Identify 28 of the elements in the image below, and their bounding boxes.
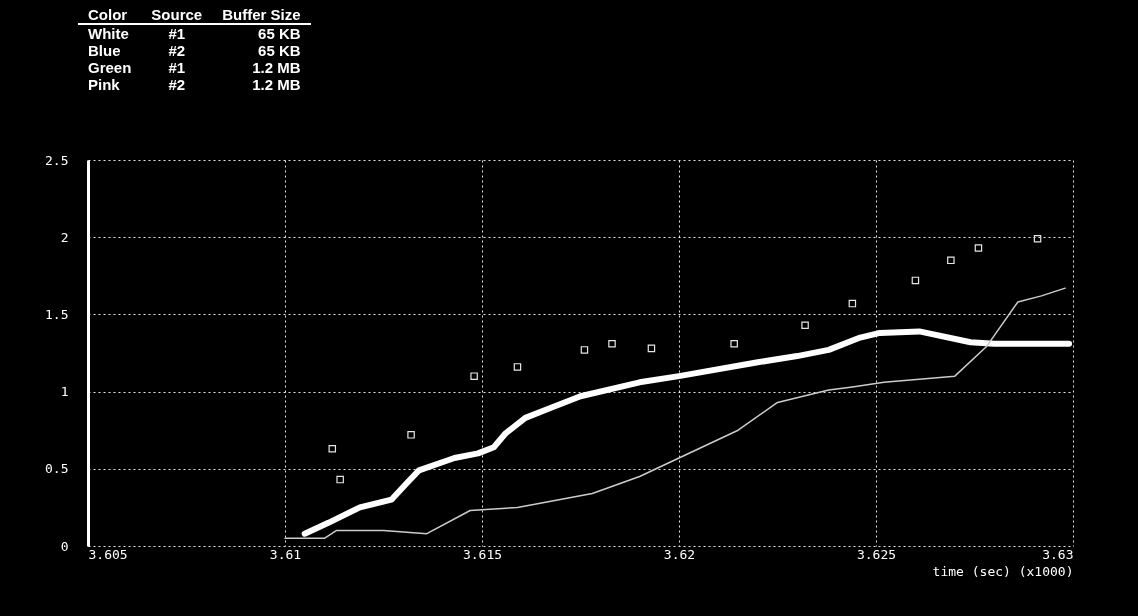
text: White xyxy=(87,24,130,42)
text: 65 KB xyxy=(257,24,302,42)
y-tick-label: 0.5 xyxy=(45,461,69,477)
text: Source xyxy=(141,6,213,24)
text: #1 xyxy=(167,24,187,42)
y-tick-label: 2 xyxy=(60,229,69,245)
text: Blue xyxy=(87,42,122,59)
text: #1 xyxy=(167,59,187,76)
y-tick-label: 0 xyxy=(60,538,69,554)
x-tick-label: 3.615 xyxy=(462,546,503,562)
y-tick-label: 1 xyxy=(60,384,69,400)
y-tick-label: 2.5 xyxy=(45,152,69,168)
x-tick-label: 3.625 xyxy=(856,546,897,562)
x-axis-title: time (sec) (x1000) xyxy=(932,563,1074,579)
text: #2 xyxy=(167,42,187,59)
x-tick-label: 3.605 xyxy=(88,546,128,562)
text: Buffer Size xyxy=(212,6,311,24)
text: Green xyxy=(87,59,133,76)
x-tick-label: 3.62 xyxy=(663,546,696,562)
text: #2 xyxy=(167,76,187,93)
y-tick-label: 1.5 xyxy=(45,306,69,322)
x-tick-label: 3.63 xyxy=(1042,546,1074,562)
x-tick-label: 3.61 xyxy=(269,546,302,562)
text: Color xyxy=(78,6,142,24)
text: 1.2 MB xyxy=(251,59,302,76)
text: 65 KB xyxy=(257,42,302,59)
text: 1.2 MB xyxy=(251,76,302,93)
text: Pink xyxy=(87,76,121,93)
